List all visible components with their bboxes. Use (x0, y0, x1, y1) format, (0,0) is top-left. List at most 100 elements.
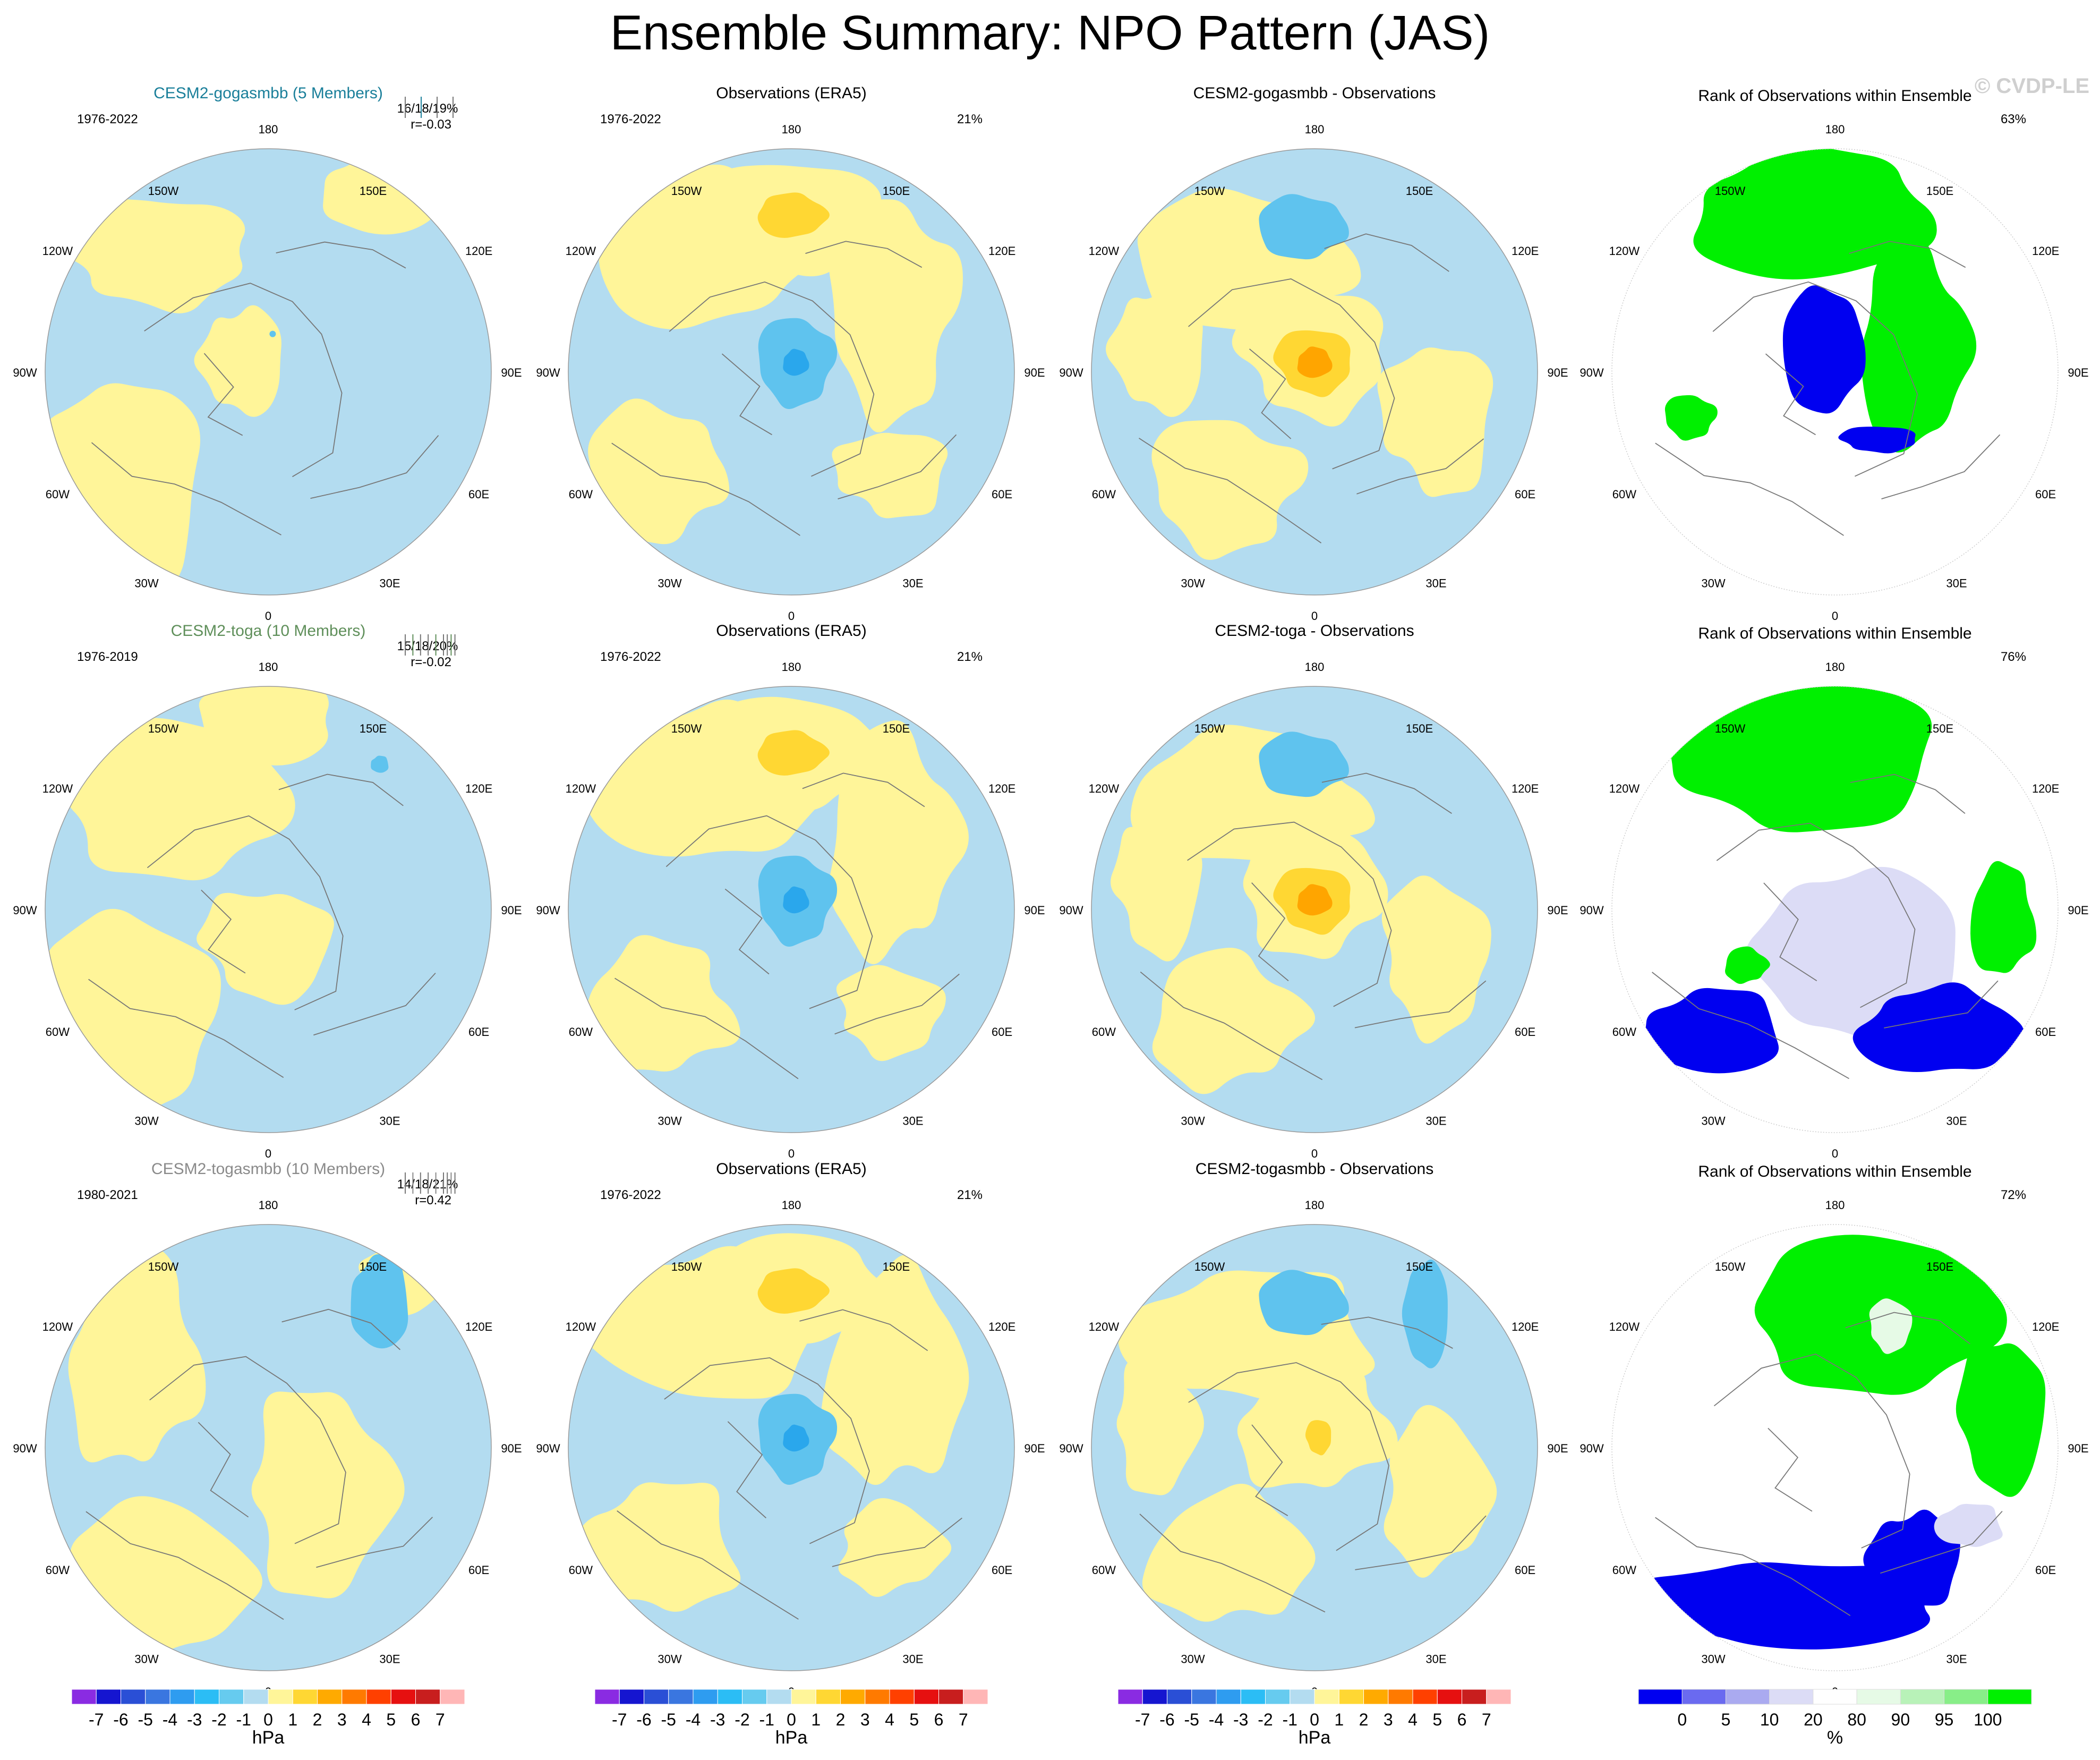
colorbar-swatch (71, 1689, 97, 1705)
coastline (1712, 281, 1918, 477)
lon-label: 120E (465, 782, 492, 795)
lon-label: 60W (46, 1563, 70, 1577)
coastline (834, 973, 960, 1035)
lon-label: 90W (1580, 366, 1603, 379)
diff-panel-title: CESM2-togasmbb - Observations (1196, 1160, 1434, 1178)
lon-label: 120E (1512, 1320, 1539, 1333)
positive-region (838, 1498, 952, 1597)
colorbar-tick-label: -1 (759, 1710, 774, 1729)
colorbar-swatch (1412, 1689, 1438, 1705)
low-center (783, 348, 809, 376)
lon-label: 60W (46, 1025, 70, 1039)
lon-label: 120W (566, 244, 596, 258)
map-outline (45, 148, 492, 596)
colorbar-tick-label: 20 (1804, 1710, 1823, 1729)
model-map-panel: 180 150E 120E 90E 60E 30E 0 30W 60W 90W 120W 150W (13, 123, 522, 623)
lon-label: 90E (1547, 1442, 1568, 1455)
lon-label: 180 (1825, 1198, 1845, 1212)
coastline (1713, 1353, 1910, 1549)
colorbar-tick-label: 0 (263, 1710, 273, 1729)
lon-label: 60E (1515, 1025, 1535, 1039)
model-panel-title: CESM2-gogasmbb (5 Members) (153, 84, 383, 102)
lon-label: 180 (782, 660, 801, 674)
model-years: 1976-2019 (77, 650, 138, 664)
lon-label: 150W (1715, 184, 1746, 198)
cvdp-watermark: © CVDP-LE (1974, 74, 2089, 98)
colorbar-swatch (889, 1689, 915, 1705)
colorbar-unit: hPa (252, 1728, 285, 1748)
lon-label: 120W (566, 1320, 596, 1333)
lon-label: 150W (1194, 1260, 1225, 1273)
colorbar-tick-label: 3 (860, 1710, 870, 1729)
map-outline (568, 686, 1015, 1133)
lon-label: 120W (566, 782, 596, 795)
colorbar-swatch (1142, 1689, 1167, 1705)
model-pattern-corr: r=0.42 (415, 1193, 451, 1208)
coastline (88, 979, 284, 1078)
low-center (783, 886, 809, 914)
colorbar-swatch (415, 1689, 441, 1705)
colorbar-swatch (742, 1689, 767, 1705)
lon-label: 90E (1547, 904, 1568, 917)
colorbar-tick-label: 10 (1760, 1710, 1779, 1729)
coastline (198, 1422, 249, 1518)
lon-label: 90E (1547, 366, 1568, 379)
obs-panel-title: Observations (ERA5) (716, 622, 866, 640)
model-panel-title: CESM2-toga (10 Members) (171, 622, 366, 640)
low-region (351, 1254, 408, 1349)
lon-label: 120E (988, 1320, 1015, 1333)
lon-label: 0 (1832, 609, 1838, 623)
colorbar-tick-label: -6 (1159, 1710, 1174, 1729)
lon-label: 120E (1512, 244, 1539, 258)
colorbar-tick-label: 2 (313, 1710, 322, 1729)
lon-label: 150E (1406, 1260, 1433, 1273)
map-outline (45, 1224, 492, 1671)
positive-region (1116, 1358, 1204, 1495)
coastline (1356, 438, 1484, 495)
lon-label: 60E (468, 1025, 489, 1039)
colorbar-swatch (1363, 1689, 1389, 1705)
lon-label: 0 (788, 609, 795, 623)
lon-label: 150W (148, 1260, 179, 1273)
lon-label: 60E (992, 1025, 1012, 1039)
colorbar-tick-label: -7 (89, 1710, 104, 1729)
coastline (611, 443, 800, 536)
coastline (1321, 772, 1452, 814)
positive-region (829, 199, 963, 433)
colorbar-swatch (619, 1689, 644, 1705)
map-outline (568, 148, 1015, 596)
lon-label: 120E (2032, 1320, 2059, 1333)
high-center (1297, 346, 1333, 378)
high-center (1297, 884, 1333, 916)
lon-label: 120E (2032, 244, 2059, 258)
coastline (1251, 882, 1289, 981)
coastline (1321, 1316, 1453, 1349)
lon-label: 150E (1406, 184, 1433, 198)
lon-label: 180 (259, 123, 278, 136)
lon-label: 120W (42, 244, 73, 258)
colorbar-tick-label: -7 (612, 1710, 627, 1729)
coastline (614, 977, 799, 1079)
colorbar-tick-label: 0 (1310, 1710, 1319, 1729)
lon-label: 60W (569, 1563, 593, 1577)
lon-label: 60E (468, 1563, 489, 1577)
colorbar-swatch (815, 1689, 841, 1705)
low-rank-region (1838, 427, 1916, 454)
model-pattern-corr: r=-0.03 (411, 117, 451, 132)
positive-region (194, 305, 281, 417)
colorbar-tick-label: -3 (1233, 1710, 1248, 1729)
lon-label: 120E (988, 244, 1015, 258)
lon-label: 90E (1024, 366, 1045, 379)
colorbar-tick-label: -5 (1184, 1710, 1199, 1729)
colorbar-swatch (693, 1689, 718, 1705)
high-rank-region (1970, 861, 2037, 973)
rank-panel-title: Rank of Observations within Ensemble (1698, 625, 1971, 642)
obs-years: 1976-2022 (600, 112, 661, 126)
colorbar-swatch (1240, 1689, 1266, 1705)
colorbar-swatch (121, 1689, 146, 1705)
coastline (316, 1517, 433, 1568)
coastline (147, 815, 344, 1010)
